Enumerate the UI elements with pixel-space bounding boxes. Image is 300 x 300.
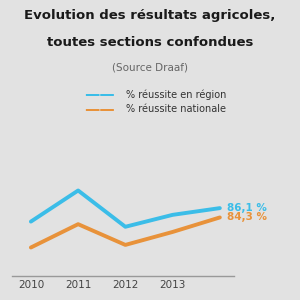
Text: toutes sections confondues: toutes sections confondues — [47, 36, 253, 49]
Text: 86,1 %: 86,1 % — [227, 203, 267, 213]
Text: Evolution des résultats agricoles,: Evolution des résultats agricoles, — [24, 9, 276, 22]
Text: ——: —— — [84, 102, 115, 117]
Text: 84,3 %: 84,3 % — [227, 212, 267, 222]
Text: % réussite en région: % réussite en région — [126, 89, 226, 100]
Text: (Source Draaf): (Source Draaf) — [112, 63, 188, 73]
Text: ——: —— — [84, 87, 115, 102]
Text: % réussite nationale: % réussite nationale — [126, 104, 226, 115]
